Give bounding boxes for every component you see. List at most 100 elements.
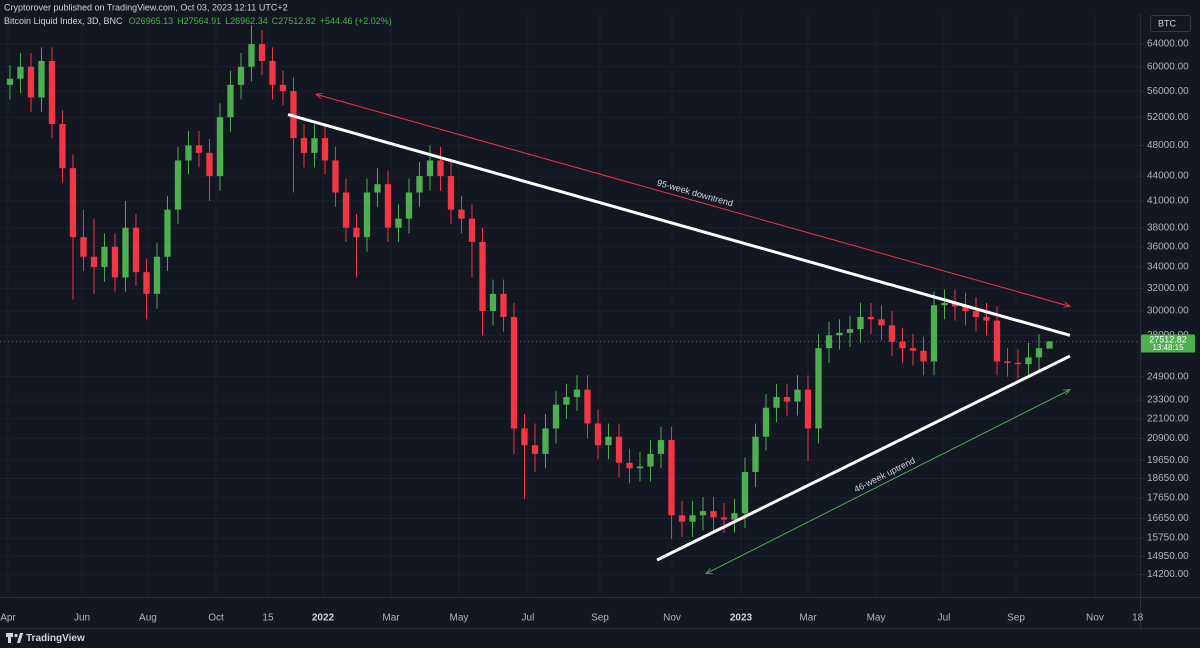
candle-body bbox=[647, 453, 654, 467]
candle-body bbox=[489, 293, 497, 312]
candle-body bbox=[69, 168, 77, 238]
y-tick-label: 16650.00 bbox=[1147, 513, 1189, 524]
candle-body bbox=[773, 397, 780, 408]
candle-body bbox=[227, 84, 234, 118]
candle-body bbox=[1025, 357, 1032, 365]
candle-body bbox=[731, 513, 738, 520]
candle-body bbox=[531, 445, 539, 454]
x-tick-label: 2023 bbox=[730, 613, 753, 624]
brand-logo[interactable]: TradingView bbox=[6, 633, 85, 644]
candle-body bbox=[248, 44, 255, 67]
x-tick-label: Aug bbox=[139, 613, 157, 624]
y-tick-label: 22100.00 bbox=[1147, 413, 1189, 424]
y-tick-label: 24900.00 bbox=[1147, 371, 1189, 382]
x-tick-label: Jul bbox=[938, 613, 951, 624]
candle-body bbox=[615, 436, 623, 463]
candle-body bbox=[426, 160, 434, 177]
candle-body bbox=[794, 389, 801, 402]
x-tick-label: Oct bbox=[208, 613, 224, 624]
candle-body bbox=[1014, 362, 1022, 365]
logo-shape bbox=[8, 633, 11, 643]
ohlc-low: L26962.34 bbox=[225, 16, 268, 26]
candle-body bbox=[815, 348, 822, 429]
candle-body bbox=[80, 237, 87, 257]
candle-body bbox=[216, 117, 224, 177]
candle-body bbox=[300, 138, 308, 153]
y-tick-label: 36000.00 bbox=[1147, 241, 1189, 252]
y-tick-label: 52000.00 bbox=[1147, 112, 1189, 123]
candle-body bbox=[857, 316, 864, 330]
y-tick-label: 60000.00 bbox=[1147, 61, 1189, 72]
candle-body bbox=[899, 341, 906, 349]
candle-body bbox=[846, 329, 854, 333]
symbol-title: Bitcoin Liquid Index, 3D, BNC bbox=[4, 16, 123, 26]
y-tick-label: 32000.00 bbox=[1147, 283, 1189, 294]
candle-body bbox=[468, 218, 476, 242]
currency-box[interactable] bbox=[1150, 15, 1191, 32]
candle-body bbox=[405, 192, 413, 219]
candle-body bbox=[206, 152, 213, 177]
legend-line: Bitcoin Liquid Index, 3D, BNC O26965.13 H2… bbox=[4, 16, 392, 26]
candle-body bbox=[836, 332, 843, 336]
candle-body bbox=[311, 138, 318, 153]
candle-body bbox=[458, 209, 465, 219]
brand-name: TradingView bbox=[26, 633, 85, 644]
candle-body bbox=[269, 60, 276, 85]
candle-body bbox=[741, 471, 749, 514]
candle-body bbox=[258, 44, 266, 61]
candle-body bbox=[143, 272, 150, 294]
candle-body bbox=[1035, 348, 1043, 358]
y-tick-label: 48000.00 bbox=[1147, 140, 1189, 151]
candle-body bbox=[752, 436, 759, 472]
candle-body bbox=[563, 397, 570, 405]
ohlc-change: +544.46 (+2.02%) bbox=[320, 16, 392, 26]
candle-body bbox=[668, 440, 675, 516]
candle-body bbox=[17, 66, 24, 79]
y-tick-label: 41000.00 bbox=[1147, 196, 1189, 207]
candle-body bbox=[699, 511, 707, 516]
candle-body bbox=[521, 428, 528, 446]
axes: 64000.00 60000.00 56000.00 52000.00 48000.00… bbox=[0, 39, 1195, 624]
candle-body bbox=[237, 66, 245, 85]
candle-body bbox=[920, 350, 927, 362]
logo-shape bbox=[17, 633, 23, 643]
currency-label[interactable]: BTC bbox=[1158, 18, 1177, 28]
candle-body bbox=[342, 192, 350, 228]
candle-body bbox=[720, 517, 728, 520]
x-tick-label: Sep bbox=[591, 613, 609, 624]
candle-body bbox=[48, 60, 56, 125]
candle-body bbox=[626, 462, 633, 469]
x-tick-label: Mar bbox=[382, 613, 400, 624]
y-tick-label: 14950.00 bbox=[1147, 551, 1189, 562]
candle-body bbox=[38, 60, 45, 98]
candle-body bbox=[1046, 341, 1053, 349]
candle-body bbox=[27, 66, 35, 98]
x-tick-label: Nov bbox=[1086, 613, 1104, 624]
candle-body bbox=[90, 256, 98, 267]
x-tick-label: Nov bbox=[663, 613, 681, 624]
candle-body bbox=[416, 176, 423, 193]
candle-body bbox=[101, 246, 108, 267]
candle-body bbox=[395, 218, 402, 228]
x-tick-label: Jun bbox=[74, 613, 90, 624]
candle-body bbox=[447, 176, 455, 210]
x-tick-label: Mar bbox=[799, 613, 817, 624]
candle-body bbox=[636, 466, 644, 469]
x-tick-label: 2022 bbox=[312, 613, 335, 624]
y-tick-label: 23300.00 bbox=[1147, 395, 1189, 406]
candle-body bbox=[153, 256, 161, 294]
candle-body bbox=[962, 306, 969, 312]
y-tick-label: 18650.00 bbox=[1147, 473, 1189, 484]
candle-body bbox=[930, 305, 938, 362]
ohlc-high: H27564.91 bbox=[177, 16, 221, 26]
candle-body bbox=[479, 241, 486, 312]
bar-countdown: 13:48:15 bbox=[1152, 343, 1184, 352]
y-tick-label: 17650.00 bbox=[1147, 493, 1189, 504]
candle-body bbox=[605, 436, 612, 446]
last-price-label: 27512.82 bbox=[1149, 334, 1187, 344]
candle-body bbox=[111, 246, 119, 278]
candle-body bbox=[983, 316, 990, 321]
candle-body bbox=[374, 184, 381, 193]
